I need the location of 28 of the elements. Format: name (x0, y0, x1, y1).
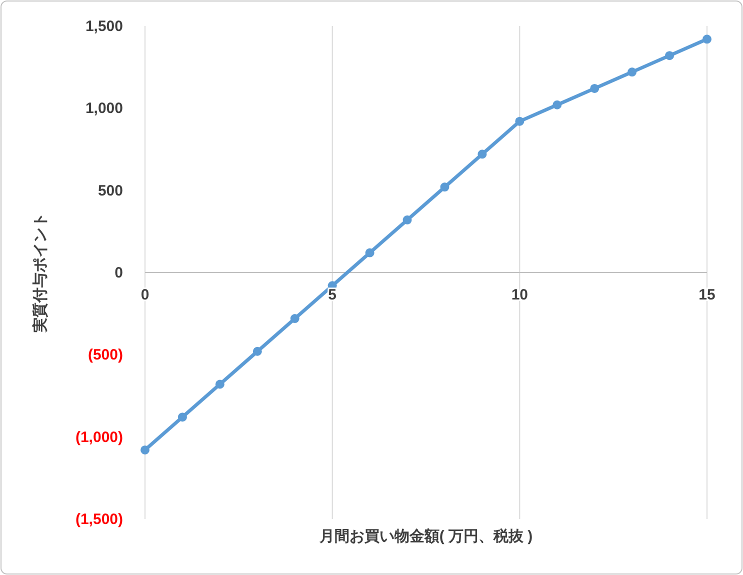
point (628, 68, 637, 77)
point (252, 346, 262, 356)
point (590, 84, 600, 93)
y-tick-label: 500 (98, 182, 123, 200)
point (478, 150, 487, 159)
point (140, 445, 150, 454)
point (552, 100, 562, 110)
point (365, 248, 374, 258)
point (402, 215, 412, 224)
x-tick-label: 10 (511, 286, 528, 304)
point (290, 314, 300, 324)
point (665, 51, 674, 60)
y-tick-label: 0 (114, 264, 123, 282)
point (178, 412, 187, 422)
x-tick-label: 15 (698, 286, 716, 304)
y-tick-label: 1,500 (85, 18, 123, 35)
y-tick-label: (1,000) (75, 428, 123, 446)
point (702, 34, 712, 44)
point (440, 182, 450, 192)
y-axis-title: 実質付与ポイント (31, 212, 49, 334)
y-tick-label: (1,500) (75, 511, 123, 528)
y-tick-label: (500) (88, 346, 123, 364)
point (215, 380, 224, 389)
x-tick-label: 0 (140, 286, 150, 304)
x-tick-label: 5 (328, 286, 337, 304)
y-tick-label: 1,000 (85, 100, 123, 118)
point (515, 116, 524, 126)
x-axis-title: 月間お買い物金額( 万円、税抜 ) (318, 528, 533, 545)
